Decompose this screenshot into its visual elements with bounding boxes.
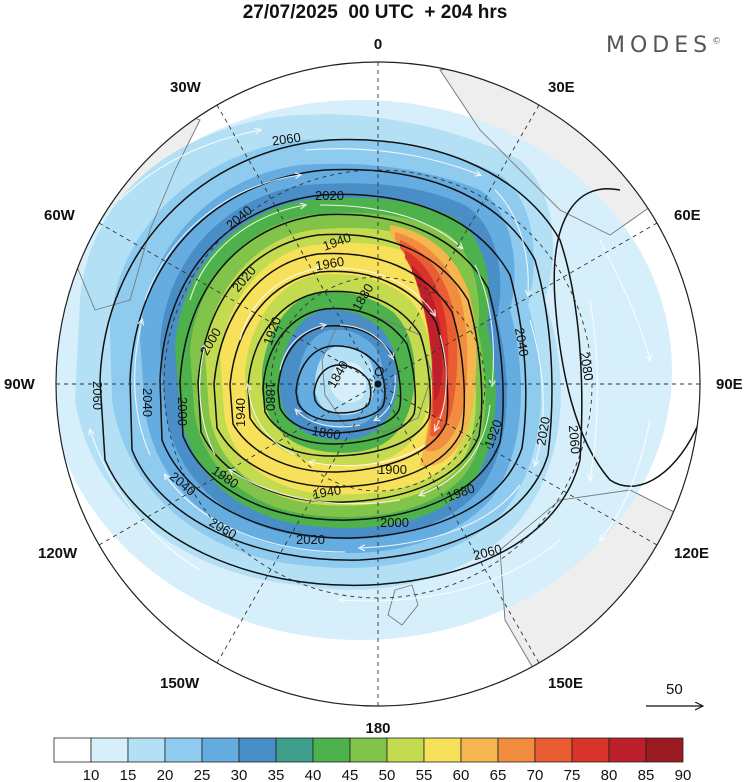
lon-label-120e: 120E	[674, 545, 709, 562]
colorbar-label: 10	[83, 767, 100, 782]
colorbar-label: 25	[194, 767, 211, 782]
colorbar-swatch	[386, 737, 425, 763]
colorbar-swatch	[423, 737, 462, 763]
colorbar-swatch	[312, 737, 351, 763]
colorbar-label: 40	[305, 767, 322, 782]
map-boundary	[55, 61, 701, 707]
brand-mark: ©	[712, 36, 722, 47]
colorbar-swatch	[645, 737, 684, 763]
contour-2000	[179, 213, 504, 521]
colorbar-label: 30	[231, 767, 248, 782]
colorbar-swatch	[275, 737, 314, 763]
contour-label: 2060	[90, 381, 105, 410]
colorbar-swatch	[608, 737, 647, 763]
lon-label-90w: 90W	[4, 376, 36, 393]
contour-label: 1880	[263, 382, 278, 411]
lon-label-120w: 120W	[38, 545, 78, 562]
contour-label: 2040	[512, 327, 532, 358]
colorbar-swatch	[90, 737, 129, 763]
brand-text: MODES	[606, 33, 713, 58]
contour-label: 1940	[311, 482, 342, 502]
contour-label: 2060	[566, 424, 583, 454]
contour-label: 1960	[314, 254, 345, 274]
map-title: 27/07/2025 00 UTC + 204 hrs	[242, 2, 508, 23]
lon-label-30e: 30E	[548, 79, 575, 96]
contour-2060	[99, 138, 583, 587]
south-pole-dot	[374, 380, 382, 388]
contour-label: 1940	[233, 398, 248, 427]
colorbar-swatch	[127, 737, 166, 763]
colorbar-label: 65	[490, 767, 507, 782]
lon-label-0: 0	[374, 36, 382, 53]
colorbar-swatch	[497, 737, 536, 763]
colorbar-swatch	[53, 737, 92, 763]
colorbar-swatch	[164, 737, 203, 763]
contour-label: 2040	[140, 388, 155, 417]
height-contours	[99, 138, 700, 587]
contour-2080	[553, 188, 700, 487]
contour-label: 2060	[271, 130, 302, 149]
colorbar-label: 90	[675, 767, 692, 782]
contour-1900	[262, 307, 417, 445]
colorbar-label: 35	[268, 767, 285, 782]
colorbar-swatch	[349, 737, 388, 763]
contour-2040	[129, 168, 553, 561]
contour-1860	[295, 345, 386, 422]
colorbar-label: 20	[157, 767, 174, 782]
colorbar-label: 50	[379, 767, 396, 782]
reference-vector: 50	[646, 681, 702, 706]
lon-label-180: 180	[365, 720, 390, 737]
lon-label-60e: 60E	[674, 207, 701, 224]
contour-label: 2020	[296, 532, 325, 547]
contour-2020	[159, 193, 527, 539]
colorbar-swatch	[460, 737, 499, 763]
colorbar-label: 55	[416, 767, 433, 782]
contour-1880	[277, 325, 402, 434]
modes-logo: MODES©	[606, 33, 721, 58]
colorbar-label: 60	[453, 767, 470, 782]
colorbar-label: 15	[120, 767, 137, 782]
contour-label: 2020	[533, 415, 553, 446]
pole-label: O	[374, 364, 384, 379]
lon-label-60w: 60W	[44, 207, 76, 224]
wind-speed-fill	[56, 100, 672, 640]
colorbar-label: 45	[342, 767, 359, 782]
lon-label-150e: 150E	[548, 675, 583, 692]
colorbar-label: 75	[564, 767, 581, 782]
lon-label-150w: 150W	[160, 675, 200, 692]
contour-label: 2020	[315, 188, 344, 203]
lon-label-30w: 30W	[170, 79, 202, 96]
contour-label: 1900	[378, 462, 407, 477]
colorbar-label: 80	[601, 767, 618, 782]
colorbar: 10 15 20 25 30 35 40 45 50 55 60 65 70 75 80 85 90	[53, 737, 692, 782]
reference-vector-label: 50	[666, 681, 683, 698]
longitude-labels: 0 180 90W 90E 30W 30E 60W 60E 120W 120E …	[4, 36, 743, 737]
contour-label: 2080	[577, 351, 597, 382]
contour-label: 2060	[472, 541, 504, 563]
colorbar-swatch	[238, 737, 277, 763]
colorbar-label: 85	[638, 767, 655, 782]
contour-1960	[213, 252, 466, 488]
colorbar-swatch	[571, 737, 610, 763]
colorbar-swatch	[534, 737, 573, 763]
contour-label: 2000	[380, 515, 409, 530]
colorbar-swatch	[201, 737, 240, 763]
colorbar-label: 70	[527, 767, 544, 782]
contour-label: 1860	[311, 423, 342, 443]
lon-label-90e: 90E	[716, 376, 743, 393]
contour-label: 2000	[175, 397, 190, 426]
contour-1920	[247, 290, 432, 457]
